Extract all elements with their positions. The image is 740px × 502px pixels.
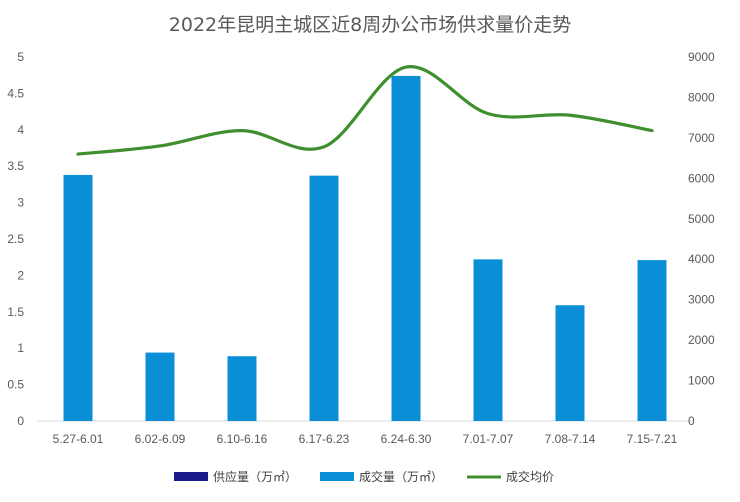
y-right-tick-label: 4000 bbox=[688, 252, 715, 266]
y-right-tick-label: 7000 bbox=[688, 131, 715, 145]
x-tick-label: 6.10-6.16 bbox=[217, 432, 268, 446]
series-line bbox=[76, 65, 654, 156]
bar bbox=[637, 260, 667, 421]
y-right-tick-label: 5000 bbox=[688, 212, 715, 226]
legend-label: 成交均价 bbox=[506, 469, 554, 484]
y-right-tick-label: 8000 bbox=[688, 90, 715, 104]
bar bbox=[309, 175, 339, 421]
y-left-tick-label: 4 bbox=[17, 123, 24, 137]
y-right-tick-label: 1000 bbox=[688, 374, 715, 388]
x-tick-label: 6.24-6.30 bbox=[381, 432, 432, 446]
plot-area: 0 0.5 1 1.5 2 2.5 3 3.5 4 4.5 5 0 1000 2000 3000 4000 50… bbox=[7, 50, 715, 446]
x-tick-label: 6.02-6.09 bbox=[135, 432, 186, 446]
y-left-tick-label: 5 bbox=[17, 50, 24, 64]
chart-title: 2022年昆明主城区近8周办公市场供求量价走势 bbox=[169, 14, 571, 36]
legend-label: 供应量（万㎡） bbox=[213, 469, 297, 484]
x-tick-label: 5.27-6.01 bbox=[53, 432, 104, 446]
legend-swatch bbox=[174, 472, 208, 481]
bar bbox=[63, 174, 93, 421]
y-right-tick-label: 3000 bbox=[688, 293, 715, 307]
y-left-tick-label: 4.5 bbox=[7, 86, 24, 100]
x-tick-label: 7.15-7.21 bbox=[627, 432, 678, 446]
bar bbox=[391, 75, 421, 421]
y-right-tick-label: 9000 bbox=[688, 50, 715, 64]
y-left-tick-label: 3 bbox=[17, 196, 24, 210]
bar bbox=[227, 356, 257, 421]
y-left-tick-label: 1 bbox=[17, 341, 24, 355]
bar bbox=[473, 259, 503, 421]
x-tick-label: 7.08-7.14 bbox=[545, 432, 596, 446]
y-left-tick-label: 0.5 bbox=[7, 378, 24, 392]
legend-swatch bbox=[320, 472, 354, 481]
y-left-tick-label: 1.5 bbox=[7, 305, 24, 319]
bar bbox=[145, 352, 175, 421]
y-left-tick-label: 0 bbox=[17, 414, 24, 428]
legend-label: 成交量（万㎡） bbox=[359, 469, 443, 484]
y-right-tick-label: 2000 bbox=[688, 333, 715, 347]
y-left-tick-label: 3.5 bbox=[7, 159, 24, 173]
y-left-tick-label: 2.5 bbox=[7, 232, 24, 246]
y-left-tick-label: 2 bbox=[17, 268, 24, 282]
legend: 供应量（万㎡） 成交量（万㎡） 成交均价 bbox=[174, 469, 554, 484]
x-tick-label: 7.01-7.07 bbox=[463, 432, 514, 446]
y-right-tick-label: 0 bbox=[688, 414, 695, 428]
x-tick-label: 6.17-6.23 bbox=[299, 432, 350, 446]
bar bbox=[555, 305, 585, 421]
y-right-tick-label: 6000 bbox=[688, 171, 715, 185]
